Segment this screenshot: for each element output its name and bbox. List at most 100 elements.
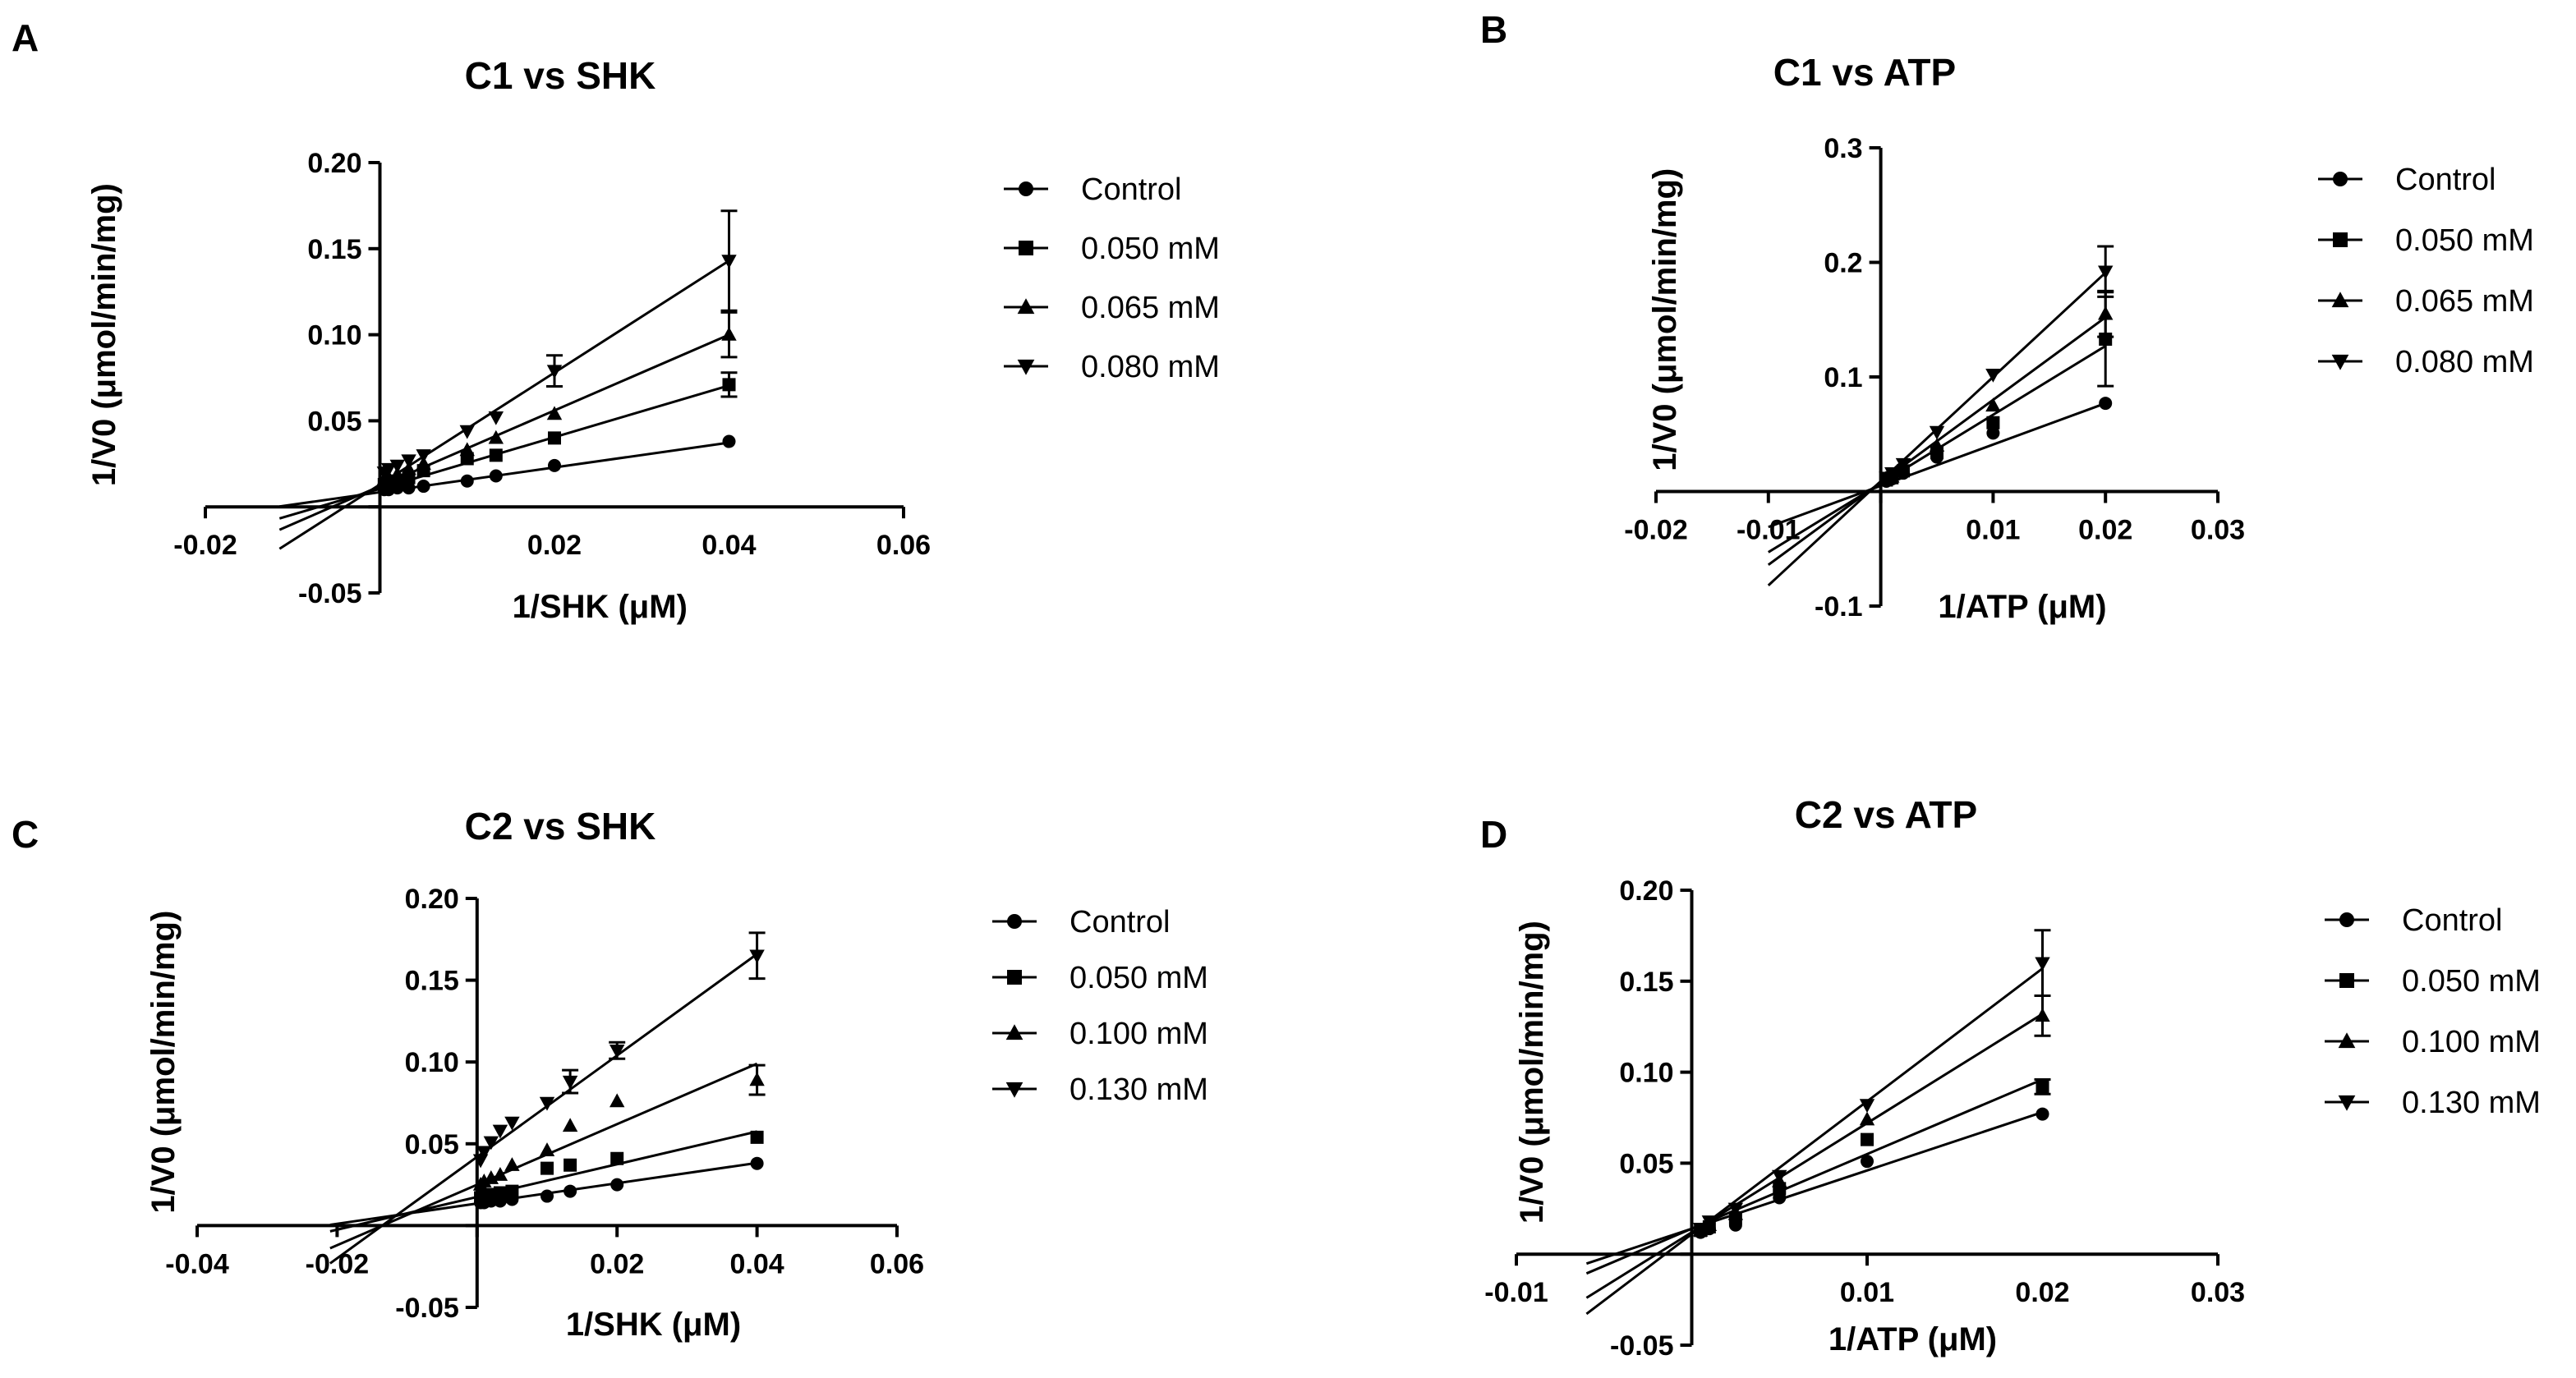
fit-line xyxy=(1585,1110,2043,1265)
chart-panel-a: A C1 vs SHK -0.02 0.04 0.06 0.02 -0.05 0.05 0.10… xyxy=(12,16,1220,625)
legend-item: 0.050 mM xyxy=(2318,223,2534,258)
legend-item: 0.080 mM xyxy=(1004,350,1220,384)
x-tick-label: 0.04 xyxy=(730,1248,784,1279)
legend-marker xyxy=(1005,1024,1024,1040)
data-point xyxy=(380,462,397,477)
data-point xyxy=(1986,416,2000,429)
x-axis-title: 1/SHK (μM) xyxy=(566,1307,741,1343)
data-point xyxy=(1772,1169,1787,1184)
data-point xyxy=(540,1189,554,1203)
y-tick-label: 0.10 xyxy=(307,320,361,351)
data-point xyxy=(2035,957,2050,971)
data-point xyxy=(489,469,503,483)
data-point xyxy=(1985,369,2001,383)
data-point xyxy=(540,1161,554,1175)
data-point xyxy=(401,454,416,469)
y-axis-title: 1/V0 (μmol/min/mg) xyxy=(145,911,182,1214)
panel-letter: A xyxy=(12,16,39,59)
fit-line xyxy=(1585,1013,2044,1299)
series-control xyxy=(1585,1107,2049,1265)
legend-item: 0.100 mM xyxy=(992,1017,1208,1051)
panel-letter: D xyxy=(1480,813,1507,856)
y-tick-label: -0.1 xyxy=(1815,591,1863,622)
x-axis-title: 1/SHK (μM) xyxy=(513,589,688,625)
panel-letter: B xyxy=(1480,8,1507,51)
fit-line xyxy=(278,260,730,550)
x-tick-label: 0.04 xyxy=(702,530,756,561)
legend-marker xyxy=(2339,973,2354,988)
legend-item: 0.050 mM xyxy=(992,961,1208,995)
series-0-080-mm xyxy=(278,209,738,550)
legend-item: 0.065 mM xyxy=(1004,291,1220,325)
chart-title: C1 vs ATP xyxy=(1773,51,1956,94)
x-tick-label: 0.06 xyxy=(876,530,931,561)
y-axis-title: 1/V0 (μmol/min/mg) xyxy=(1647,168,1683,471)
x-axis-title: 1/ATP (μM) xyxy=(1938,589,2106,625)
data-point xyxy=(2098,265,2114,280)
data-point xyxy=(483,1136,499,1151)
data-point xyxy=(488,411,504,425)
legend-item: 0.080 mM xyxy=(2318,345,2534,379)
x-tick-label: -0.01 xyxy=(1484,1277,1548,1308)
data-point xyxy=(416,480,430,494)
chart-panel-d: D C2 vs ATP -0.01 0.01 0.02 0.03 -0.05 0.05 0.10… xyxy=(1480,793,2541,1362)
legend-item: 0.065 mM xyxy=(2318,284,2534,319)
series-control xyxy=(279,434,736,508)
data-point xyxy=(389,459,405,474)
series-0-100-mm xyxy=(329,1062,766,1250)
data-point xyxy=(489,448,503,462)
data-point xyxy=(610,1093,625,1108)
data-point xyxy=(505,1184,519,1198)
data-point xyxy=(2098,305,2114,320)
fit-line xyxy=(329,953,758,1265)
fit-line xyxy=(1585,967,2044,1316)
x-tick-label: 0.01 xyxy=(1966,515,2020,546)
legend: Control 0.050 mM 0.065 mM 0.080 mM xyxy=(1004,172,1220,384)
series-0-050-mm xyxy=(1768,291,2114,553)
legend-marker xyxy=(2339,912,2354,927)
data-point xyxy=(1895,457,1911,472)
x-tick-label: 0.02 xyxy=(2015,1277,2069,1308)
data-point xyxy=(1986,426,2000,440)
data-point xyxy=(1884,466,1900,481)
legend-item: Control xyxy=(992,905,1171,939)
legend-marker xyxy=(2331,292,2349,308)
legend-marker xyxy=(2333,172,2348,186)
legend-marker xyxy=(1017,298,1035,315)
y-tick-label: 0.3 xyxy=(1824,133,1862,164)
y-tick-label: 0.10 xyxy=(405,1047,459,1078)
data-point xyxy=(2099,397,2113,411)
data-point xyxy=(564,1184,577,1198)
legend-label: 0.080 mM xyxy=(1081,350,1220,384)
x-tick-label: -0.02 xyxy=(306,1248,370,1279)
x-tick-label: 0.01 xyxy=(1840,1277,1894,1308)
legend-marker xyxy=(1019,181,1033,196)
data-point xyxy=(562,1075,578,1090)
data-point xyxy=(402,481,416,495)
data-point xyxy=(492,1167,508,1181)
data-point xyxy=(749,1072,765,1086)
y-tick-label: -0.05 xyxy=(298,578,362,609)
legend-label: 0.100 mM xyxy=(2402,1025,2541,1059)
legend-item: 0.050 mM xyxy=(1004,232,1220,266)
series-0-080-mm xyxy=(1767,245,2114,586)
data-point xyxy=(1929,425,1945,440)
y-tick-label: 0.05 xyxy=(405,1129,459,1160)
data-point xyxy=(459,442,475,457)
y-tick-label: 0.05 xyxy=(307,406,361,437)
y-tick-label: 0.05 xyxy=(1619,1148,1673,1179)
data-point xyxy=(722,378,736,392)
legend-label: 0.065 mM xyxy=(1081,291,1220,325)
data-point xyxy=(610,1151,624,1165)
fit-line xyxy=(278,333,730,531)
legend-label: 0.065 mM xyxy=(2395,284,2534,319)
data-point xyxy=(539,1096,555,1111)
data-point xyxy=(2036,1107,2049,1121)
fit-line xyxy=(1585,1078,2044,1275)
legend: Control 0.050 mM 0.065 mM 0.080 mM xyxy=(2318,163,2534,379)
data-point xyxy=(1861,1132,1874,1146)
data-point xyxy=(492,1124,508,1139)
data-point xyxy=(488,429,504,444)
data-point xyxy=(721,255,737,269)
